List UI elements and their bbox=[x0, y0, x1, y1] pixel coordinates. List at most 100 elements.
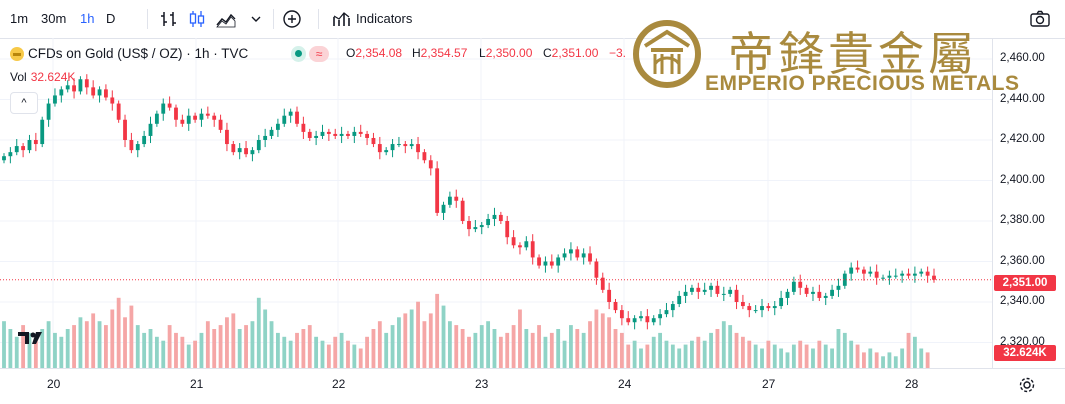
volume-bar bbox=[403, 313, 408, 368]
volume-bar bbox=[205, 321, 210, 368]
volume-bar bbox=[218, 325, 223, 368]
volume-bar bbox=[231, 313, 236, 368]
candle-body bbox=[428, 160, 433, 169]
volume-bar bbox=[390, 325, 395, 368]
volume-bar bbox=[632, 340, 637, 368]
volume-bar bbox=[683, 344, 688, 368]
price-tick-label: 2,460.00 bbox=[1000, 52, 1045, 64]
volume-bar bbox=[346, 340, 350, 368]
volume-bar bbox=[791, 344, 796, 368]
volume-bar bbox=[295, 332, 299, 368]
bar-style-icon[interactable] bbox=[158, 8, 180, 30]
candle-body bbox=[467, 221, 471, 230]
candle-body bbox=[530, 241, 535, 258]
price-axis-border bbox=[992, 38, 993, 368]
time-tick-label: 27 bbox=[762, 377, 776, 391]
volume-bar bbox=[549, 332, 554, 368]
volume-bar bbox=[320, 340, 325, 368]
candle-body bbox=[84, 79, 89, 88]
ohlc-low-key: L bbox=[479, 46, 486, 60]
volume-legend[interactable]: Vol 32.624K bbox=[10, 70, 75, 84]
candle-body bbox=[384, 150, 389, 153]
candle-body bbox=[320, 131, 325, 136]
volume-bar bbox=[212, 329, 217, 368]
candle-body bbox=[511, 237, 516, 246]
candle-body bbox=[116, 103, 121, 120]
candle-body bbox=[823, 295, 828, 298]
volume-bar bbox=[881, 356, 885, 368]
chart-toolbar: 1m 30m 1h D Indicators bbox=[0, 0, 1065, 38]
candle-body bbox=[734, 289, 739, 302]
candle-body bbox=[78, 79, 83, 92]
ohlc-high: H2,354.57 bbox=[412, 46, 467, 60]
interval-30m-button[interactable]: 30m bbox=[41, 11, 67, 26]
candle-body bbox=[231, 144, 236, 153]
add-compare-icon[interactable] bbox=[281, 8, 303, 30]
logo-chinese-text: 帝鋒貴金屬 bbox=[728, 27, 978, 81]
volume-bar bbox=[562, 340, 567, 368]
candle-body bbox=[874, 271, 879, 278]
volume-bar bbox=[588, 321, 592, 368]
candle-body bbox=[46, 103, 51, 120]
candle-body bbox=[314, 135, 319, 138]
price-tick-label: 2,380.00 bbox=[1000, 214, 1045, 226]
candle-body bbox=[148, 123, 153, 136]
candle-body bbox=[919, 271, 924, 274]
volume-bar bbox=[537, 325, 541, 368]
candle-body bbox=[275, 123, 280, 130]
candle-body bbox=[772, 306, 777, 309]
candle-body bbox=[174, 107, 178, 120]
candle-body bbox=[830, 289, 834, 296]
volume-bar bbox=[142, 332, 147, 368]
interval-1h-button[interactable]: 1h bbox=[80, 11, 95, 26]
volume-bar bbox=[193, 340, 198, 368]
candle-body bbox=[269, 129, 274, 136]
approx-icon: ≈ bbox=[315, 47, 323, 61]
candle-body bbox=[218, 119, 223, 130]
market-status-pill[interactable] bbox=[291, 46, 306, 62]
ohlc-high-key: H bbox=[412, 46, 421, 60]
candle-body bbox=[524, 241, 529, 248]
volume-bar bbox=[664, 340, 669, 368]
volume-bar bbox=[651, 336, 656, 368]
candle-body bbox=[505, 221, 510, 238]
candle-body bbox=[728, 289, 733, 294]
settings-gear-icon[interactable] bbox=[1018, 376, 1036, 394]
candle-body bbox=[581, 253, 586, 258]
candle-body bbox=[193, 115, 198, 120]
indicators-icon[interactable] bbox=[331, 8, 353, 30]
candle-body bbox=[205, 113, 210, 116]
time-tick-label: 23 bbox=[475, 377, 489, 391]
interval-1m-button[interactable]: 1m bbox=[10, 11, 29, 26]
candle-body bbox=[72, 85, 76, 92]
candle-body bbox=[651, 318, 656, 323]
ohlc-low: L2,350.00 bbox=[479, 46, 532, 60]
candle-body bbox=[199, 113, 204, 120]
candle-body bbox=[2, 156, 6, 161]
indicators-button[interactable]: Indicators bbox=[356, 11, 413, 26]
ohlc-change-value: −3. bbox=[609, 46, 627, 60]
symbol-title[interactable]: CFDs on Gold (US$ / OZ) · 1h · TVC bbox=[28, 46, 249, 61]
candle-style-icon[interactable] bbox=[186, 8, 208, 30]
volume-bar bbox=[900, 348, 905, 368]
time-tick-label: 28 bbox=[905, 377, 919, 391]
candle-body bbox=[377, 144, 382, 153]
candle-body bbox=[422, 152, 427, 161]
volume-bar bbox=[702, 340, 707, 368]
chevron-down-icon[interactable] bbox=[245, 8, 267, 30]
time-tick-label: 20 bbox=[47, 377, 61, 391]
candle-body bbox=[575, 249, 580, 258]
candle-body bbox=[416, 144, 420, 153]
candle-body bbox=[518, 245, 522, 248]
camera-icon[interactable] bbox=[1029, 8, 1051, 30]
price-chart[interactable] bbox=[0, 38, 992, 368]
tradingview-logo-icon[interactable] bbox=[18, 330, 44, 346]
volume-bar bbox=[639, 348, 643, 368]
volume-bar bbox=[728, 325, 733, 368]
candle-body bbox=[154, 113, 159, 124]
toolbar-border bbox=[0, 38, 1065, 39]
interval-d-button[interactable]: D bbox=[106, 11, 116, 26]
area-style-icon[interactable] bbox=[215, 8, 237, 30]
collapse-legend-button[interactable]: ^ bbox=[10, 92, 38, 114]
delayed-data-badge[interactable]: ≈ bbox=[309, 46, 329, 62]
